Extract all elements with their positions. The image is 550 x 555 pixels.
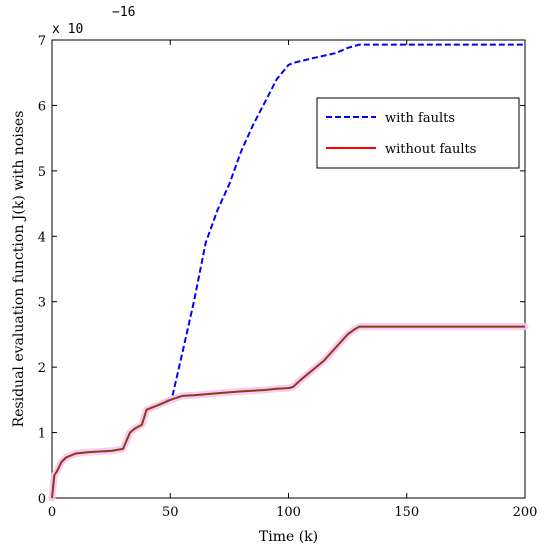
legend-box — [316, 97, 520, 169]
series-line-without-faults — [51, 325, 525, 499]
series-line-with-faults — [51, 43, 525, 499]
y-tick-label: 5 — [38, 165, 46, 180]
y-multiplier-exponent: −16 — [112, 5, 135, 20]
y-tick-label: 3 — [38, 296, 46, 311]
legend-label: without faults — [385, 142, 476, 157]
x-tick-label: 50 — [162, 505, 179, 520]
y-axis-label: Residual evaluation function J(k) with n… — [11, 111, 27, 428]
legend: with faults without faults — [316, 97, 520, 169]
y-tick-label: 0 — [38, 492, 46, 507]
legend-label: with faults — [385, 111, 455, 126]
x-tick-label: 200 — [513, 505, 538, 520]
y-multiplier-base: x 10 — [52, 22, 83, 37]
y-tick-label: 2 — [38, 361, 46, 376]
y-tick-label: 1 — [38, 427, 46, 442]
x-axis-label: Time (k) — [259, 529, 318, 545]
x-tick-label: 0 — [48, 505, 56, 520]
x-tick-label: 150 — [394, 505, 419, 520]
y-tick-label: 6 — [38, 99, 46, 114]
x-tick-label: 100 — [276, 505, 301, 520]
y-tick-label: 7 — [38, 34, 46, 49]
y-tick-label: 4 — [38, 230, 46, 245]
